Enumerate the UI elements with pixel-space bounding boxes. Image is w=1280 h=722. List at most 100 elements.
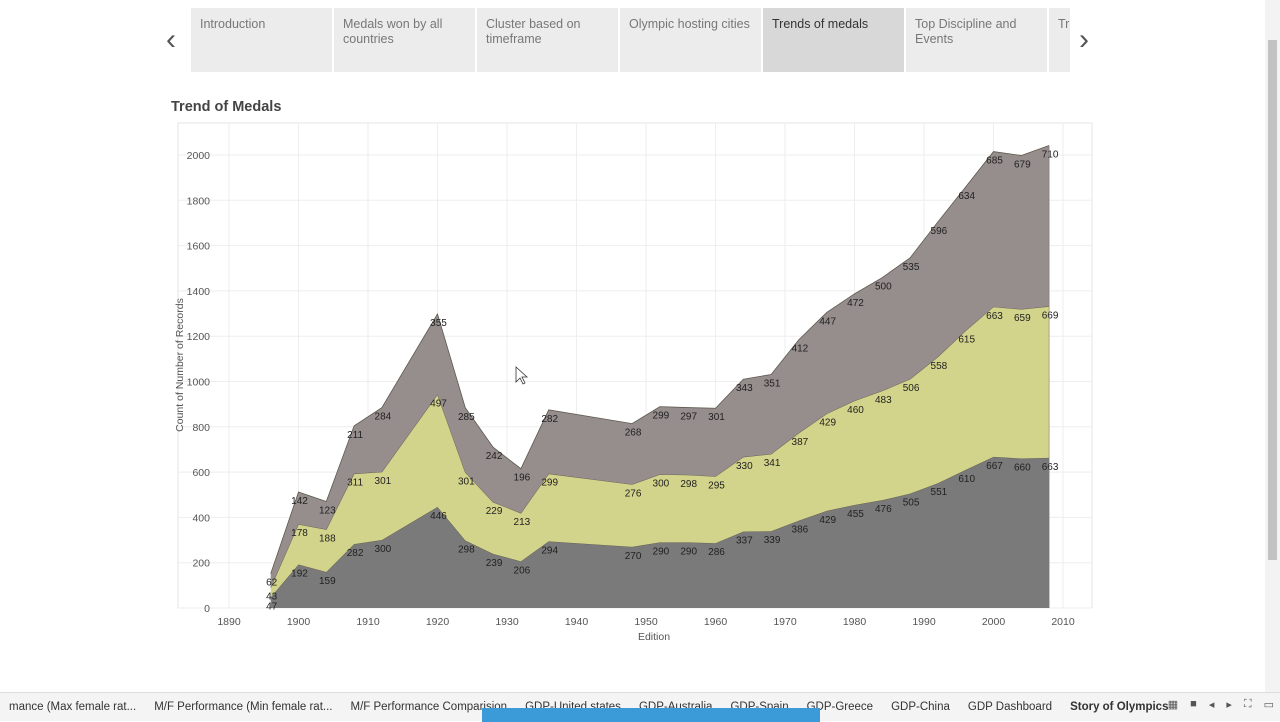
data-label: 387	[792, 437, 809, 448]
y-tick-label: 1800	[187, 195, 211, 207]
vertical-scrollbar[interactable]	[1265, 0, 1280, 692]
data-label: 429	[819, 515, 836, 526]
data-label: 483	[875, 395, 892, 406]
data-label: 497	[430, 398, 447, 409]
data-label: 386	[792, 525, 809, 536]
x-tick-label: 2000	[982, 616, 1006, 628]
data-label: 295	[708, 480, 725, 491]
sheet-tab[interactable]: mance (Max female rat...	[9, 701, 137, 713]
data-label: 301	[708, 412, 725, 423]
data-label: 343	[736, 383, 753, 394]
data-label: 43	[266, 592, 278, 603]
x-tick-label: 2010	[1051, 616, 1075, 628]
sheet-tab[interactable]: M/F Performance Comparision	[350, 701, 508, 713]
data-label: 159	[319, 576, 336, 587]
sheet-tab[interactable]: GDP-Greece	[806, 701, 874, 713]
story-tab[interactable]: Olympic hosting cities	[620, 8, 761, 72]
data-label: 206	[514, 565, 531, 576]
data-label: 455	[847, 509, 864, 520]
data-label: 301	[458, 476, 475, 487]
data-label: 196	[514, 473, 531, 484]
data-label: 660	[1014, 463, 1031, 474]
data-label: 339	[764, 535, 781, 546]
data-label: 301	[375, 476, 392, 487]
scroll-thumb[interactable]	[1268, 40, 1277, 560]
presentation-icon[interactable]: ▭	[1263, 699, 1274, 711]
data-label: 506	[903, 383, 920, 394]
data-label: 460	[847, 405, 864, 416]
sheet-tab[interactable]: GDP Dashboard	[967, 701, 1053, 713]
story-tab[interactable]: Medals won by all countries	[334, 8, 475, 72]
y-tick-label: 200	[192, 558, 210, 570]
x-tick-label: 1950	[634, 616, 658, 628]
sheet-tab[interactable]: GDP-China	[891, 701, 950, 713]
sheet-tab[interactable]: M/F Performance (Min female rat...	[154, 701, 333, 713]
data-label: 270	[625, 551, 642, 562]
x-tick-label: 1910	[356, 616, 380, 628]
x-tick-label: 1940	[565, 616, 589, 628]
story-tab[interactable]: Tre	[1049, 8, 1070, 72]
grid-view-icon[interactable]: ▦	[1167, 699, 1179, 711]
data-label: 284	[375, 412, 392, 423]
next-sheet-icon[interactable]: ▸	[1226, 699, 1232, 711]
story-tab[interactable]: Top Discipline and Events	[906, 8, 1047, 72]
data-label: 634	[958, 191, 975, 202]
data-label: 123	[319, 506, 336, 517]
story-tab[interactable]: Cluster based on timeframe	[477, 8, 618, 72]
view-controls: ▦ ■ ◂ ▸ ⛶ ▭	[1168, 698, 1280, 711]
prev-sheet-icon[interactable]: ◂	[1208, 699, 1215, 711]
data-label: 505	[903, 498, 920, 509]
area-series-2	[270, 145, 1050, 588]
data-label: 500	[875, 282, 892, 293]
data-label: 663	[1042, 462, 1059, 473]
data-label: 667	[986, 461, 1003, 472]
data-label: 669	[1042, 310, 1059, 321]
data-label: 62	[266, 578, 278, 589]
y-tick-label: 0	[204, 603, 210, 615]
trend-of-medals-chart: 0 200 400 600 800 1000 1200 1400 1600 1800 2000 189…	[174, 122, 1093, 643]
story-tab[interactable]: Introduction	[191, 8, 332, 72]
sheet-tabs-bar: mance (Max female rat... M/F Performance …	[0, 692, 1280, 721]
y-tick-label: 400	[192, 512, 210, 524]
sheet-tab[interactable]: Story of Olympics	[1070, 701, 1169, 713]
data-label: 239	[486, 558, 503, 569]
data-label: 192	[291, 569, 308, 580]
fullscreen-icon[interactable]: ⛶	[1243, 698, 1252, 710]
y-tick-label: 1200	[187, 331, 211, 343]
prev-story-point-button[interactable]: ‹	[166, 23, 176, 56]
data-label: 355	[430, 318, 447, 329]
x-tick-label: 1960	[704, 616, 728, 628]
x-axis-title: Edition	[638, 631, 670, 643]
data-label: 47	[266, 601, 278, 612]
y-axis-title: Count of Number of Records	[174, 298, 186, 432]
data-label: 300	[653, 478, 670, 489]
data-label: 285	[458, 412, 475, 423]
data-label: 429	[819, 418, 836, 429]
story-tab[interactable]: Trends of medals	[763, 8, 904, 72]
data-label: 242	[486, 451, 503, 462]
data-label: 298	[458, 545, 475, 556]
filmstrip-icon[interactable]: ■	[1190, 698, 1197, 710]
data-label: 286	[708, 547, 725, 558]
y-tick-label: 2000	[187, 150, 211, 162]
data-label: 330	[736, 461, 753, 472]
next-story-point-button[interactable]: ›	[1079, 23, 1089, 56]
y-tick-label: 600	[192, 467, 210, 479]
data-label: 447	[819, 316, 836, 327]
data-label: 341	[764, 458, 781, 469]
data-label: 229	[486, 506, 503, 517]
y-tick-label: 1600	[187, 241, 211, 253]
data-label: 446	[430, 511, 447, 522]
data-label: 290	[680, 546, 697, 557]
data-label: 476	[875, 504, 892, 515]
x-tick-label: 1930	[495, 616, 519, 628]
data-label: 276	[625, 488, 642, 499]
mouse-cursor-icon	[515, 366, 529, 385]
data-label: 615	[958, 335, 975, 346]
data-label: 211	[347, 430, 363, 441]
data-label: 282	[347, 548, 364, 559]
data-label: 659	[1014, 313, 1031, 324]
data-label: 297	[680, 412, 697, 423]
x-tick-label: 1920	[426, 616, 450, 628]
data-label: 535	[903, 262, 920, 273]
